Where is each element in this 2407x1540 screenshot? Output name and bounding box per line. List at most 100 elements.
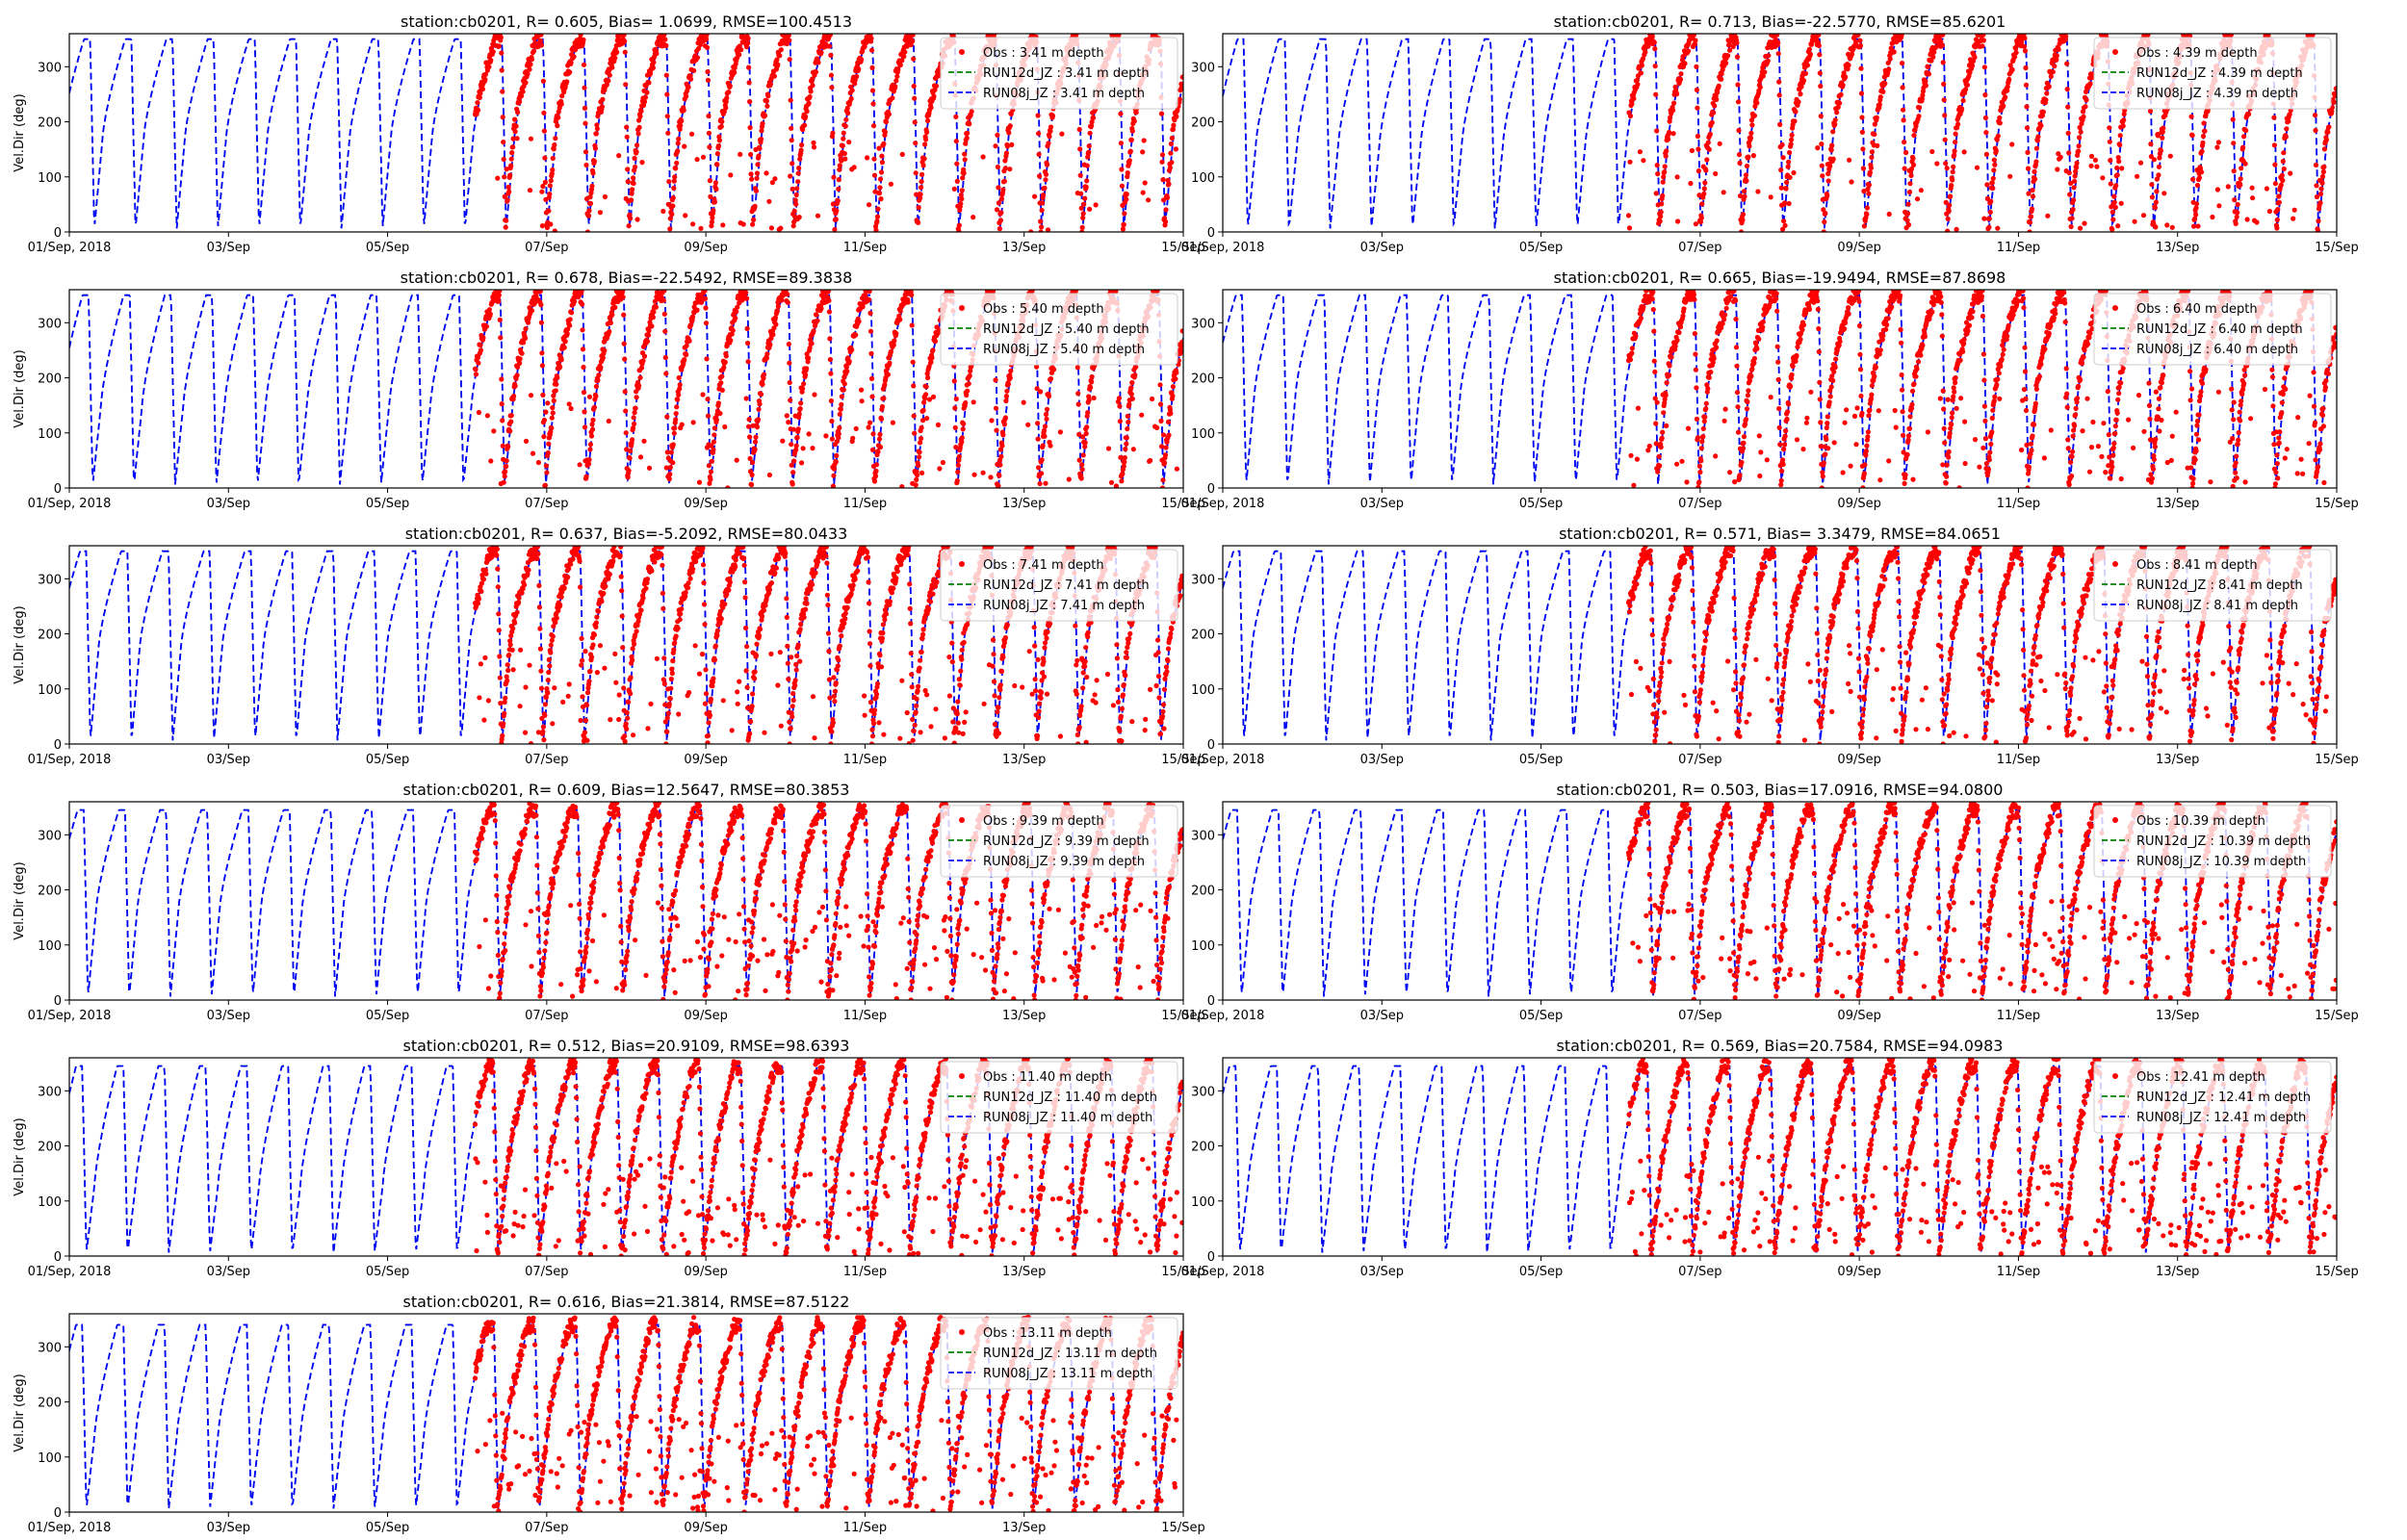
obs-point xyxy=(562,339,568,345)
obs-point xyxy=(508,413,514,419)
obs-point xyxy=(2193,205,2199,211)
obs-point xyxy=(1794,352,1799,359)
obs-point xyxy=(956,453,962,460)
legend-box xyxy=(940,293,1178,366)
obs-point xyxy=(671,178,677,184)
obs-point xyxy=(1788,383,1794,389)
obs-point xyxy=(2007,63,2013,68)
obs-point xyxy=(746,417,752,423)
obs-point xyxy=(541,128,548,134)
obs-point xyxy=(1860,146,1866,152)
obs-point xyxy=(1789,132,1795,138)
obs-point xyxy=(958,192,964,198)
obs-point xyxy=(623,430,629,436)
obs-point xyxy=(766,198,772,204)
obs-point xyxy=(1080,434,1086,440)
obs-point xyxy=(1778,477,1784,483)
obs-point xyxy=(964,392,970,398)
obs-point xyxy=(1952,152,1957,158)
obs-point xyxy=(1682,61,1688,66)
obs-point xyxy=(959,196,965,202)
obs-point xyxy=(2193,212,2199,218)
obs-point xyxy=(651,309,657,315)
obs-point xyxy=(1780,461,1786,467)
obs-point xyxy=(502,474,507,479)
obs-point xyxy=(1751,360,1757,366)
obs-point xyxy=(1716,83,1721,89)
obs-point xyxy=(790,426,796,432)
obs-point xyxy=(2022,48,2029,54)
obs-point xyxy=(1712,103,1718,109)
obs-point xyxy=(761,372,767,377)
obs-point xyxy=(1038,229,1044,232)
obs-point xyxy=(486,307,492,313)
obs-point xyxy=(542,482,549,488)
obs-point xyxy=(929,355,935,361)
obs-point xyxy=(1157,401,1164,407)
obs-point xyxy=(1733,345,1740,350)
obs-point xyxy=(1169,135,1175,141)
obs-point xyxy=(634,217,640,222)
obs-point xyxy=(867,202,872,208)
obs-point xyxy=(746,424,752,429)
obs-point xyxy=(588,433,595,439)
obs-point xyxy=(755,162,761,167)
obs-point xyxy=(476,360,481,366)
obs-point xyxy=(2030,193,2036,199)
obs-point xyxy=(869,394,875,399)
obs-point xyxy=(1126,419,1131,425)
obs-point xyxy=(1882,81,1888,87)
obs-point xyxy=(2044,90,2050,96)
obs-point xyxy=(1079,224,1085,230)
obs-point xyxy=(770,332,776,338)
obs-point xyxy=(602,193,608,200)
x-tick-label: 05/Sep xyxy=(366,241,409,255)
obs-point xyxy=(837,424,842,431)
y-tick-label: 200 xyxy=(38,116,62,131)
obs-point xyxy=(1807,51,1813,58)
obs-point xyxy=(1029,290,1035,294)
obs-point xyxy=(879,403,886,410)
obs-point xyxy=(1819,141,1825,147)
obs-point xyxy=(834,208,840,214)
obs-point xyxy=(522,335,529,342)
obs-point xyxy=(1701,191,1707,196)
obs-point xyxy=(1726,42,1732,48)
obs-point xyxy=(923,384,929,390)
obs-point xyxy=(1781,447,1787,452)
obs-point xyxy=(1174,466,1179,472)
obs-point xyxy=(916,205,921,211)
obs-point xyxy=(1940,34,1946,38)
obs-point xyxy=(1074,34,1079,38)
obs-point xyxy=(873,227,879,232)
obs-point xyxy=(1691,34,1696,38)
obs-point xyxy=(2235,201,2240,208)
obs-point xyxy=(626,468,632,474)
obs-point xyxy=(529,308,535,314)
obs-point xyxy=(882,129,889,135)
obs-point xyxy=(1743,172,1749,178)
obs-point xyxy=(1034,386,1040,392)
obs-point xyxy=(621,312,627,318)
obs-point xyxy=(916,219,921,225)
obs-point xyxy=(1008,111,1014,116)
obs-point xyxy=(757,401,763,407)
obs-point xyxy=(2154,189,2160,194)
obs-point xyxy=(1756,433,1762,439)
obs-point xyxy=(2276,193,2282,199)
obs-point xyxy=(1117,419,1123,424)
obs-point xyxy=(664,114,670,119)
obs-point xyxy=(1886,211,1892,218)
x-tick-label: 13/Sep xyxy=(1002,497,1046,511)
obs-point xyxy=(787,57,792,63)
obs-point xyxy=(491,428,497,434)
obs-point xyxy=(1164,194,1171,200)
obs-point xyxy=(478,342,483,348)
obs-point xyxy=(867,296,872,302)
obs-point xyxy=(1706,374,1712,380)
obs-point xyxy=(631,415,636,421)
obs-point xyxy=(558,357,564,363)
obs-point xyxy=(911,383,917,389)
obs-point xyxy=(594,126,601,132)
obs-point xyxy=(1703,167,1709,173)
